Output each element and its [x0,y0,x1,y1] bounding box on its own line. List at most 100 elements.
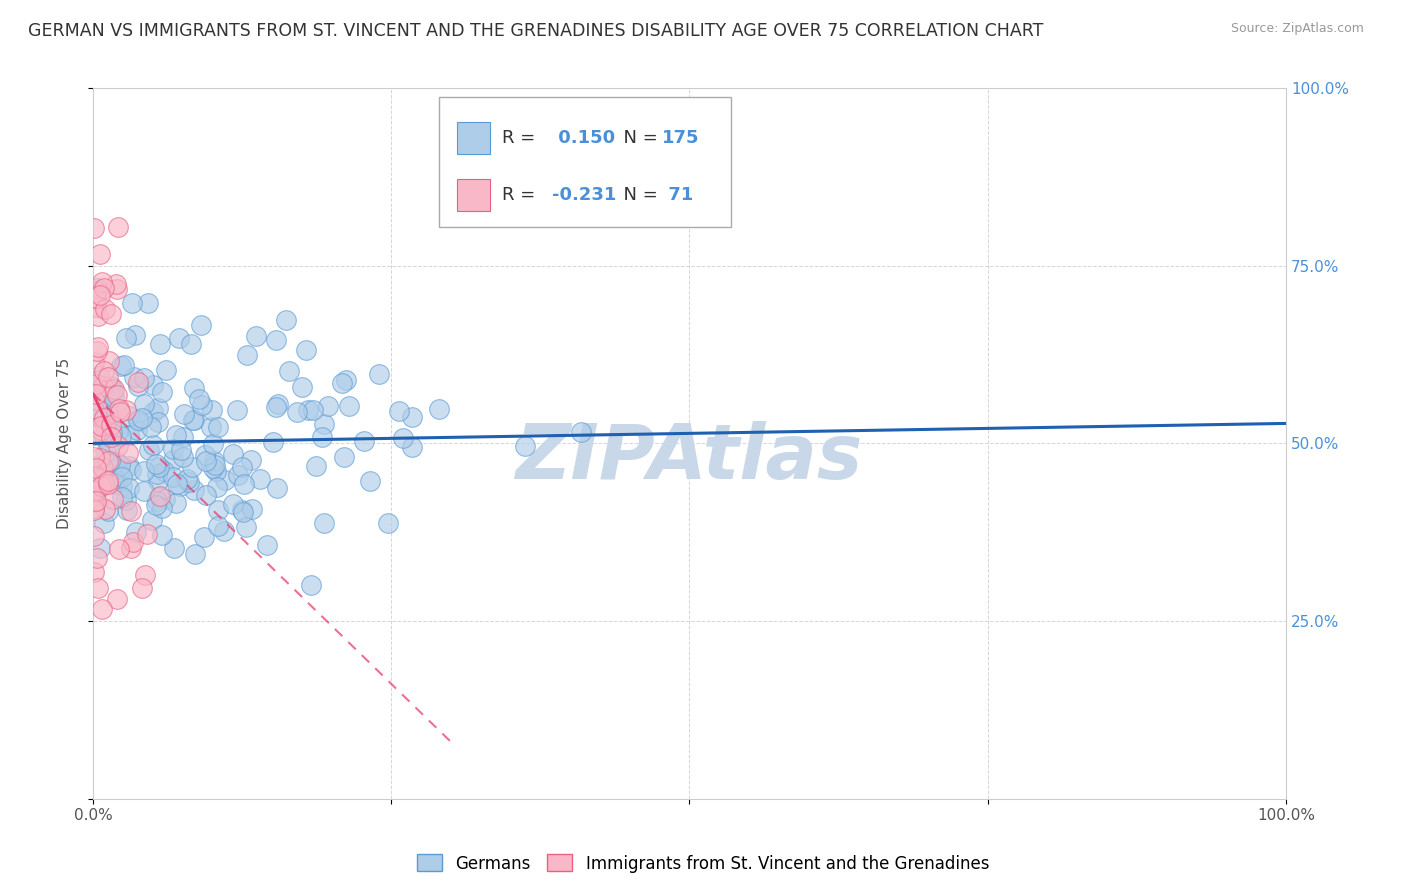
Point [107,455,129,469]
Text: R =: R = [502,186,541,203]
Point [97,454,120,468]
Point [149,336,172,351]
Point [222,447,245,461]
Point [108,541,131,556]
Point [86,343,108,358]
Point [232,505,254,519]
Point [201,461,224,475]
Point [278,364,301,378]
Point [231,503,253,517]
Point [115,492,138,507]
Legend: Germans, Immigrants from St. Vincent and the Grenadines: Germans, Immigrants from St. Vincent and… [411,847,995,880]
Point [83,529,105,543]
Point [83,378,105,392]
Point [388,403,411,417]
Point [427,401,450,416]
Point [359,474,381,488]
Point [84,485,107,500]
Point [149,489,172,503]
Point [89,247,111,261]
Point [108,458,131,472]
Point [132,370,155,384]
Point [120,541,142,555]
Point [176,472,198,486]
Point [105,592,128,607]
Point [134,568,156,582]
Point [87,581,110,595]
Point [377,516,399,530]
Y-axis label: Disability Age Over 75: Disability Age Over 75 [58,358,72,529]
Point [311,430,333,444]
Point [337,400,360,414]
Point [101,457,124,471]
Point [202,454,225,468]
Point [87,309,110,323]
Point [84,488,107,502]
Point [100,426,122,441]
Point [125,525,148,540]
Point [121,295,143,310]
Point [120,462,142,476]
Point [162,470,184,484]
Point [256,538,278,552]
Point [93,410,115,425]
Point [112,358,135,372]
Point [333,450,356,464]
Point [86,550,108,565]
Point [231,459,253,474]
Point [392,431,415,445]
Point [83,566,105,580]
Point [353,434,375,448]
Point [87,472,110,486]
Point [202,437,225,451]
Point [111,490,134,504]
Point [146,475,169,489]
Point [83,221,105,235]
Point [180,337,202,351]
Point [172,430,194,444]
Point [132,483,155,498]
Point [118,409,141,423]
Point [136,295,159,310]
Point [172,450,194,465]
Point [100,418,122,433]
Point [513,439,536,453]
Point [262,434,284,449]
Point [84,377,107,392]
Point [134,397,156,411]
Point [148,490,170,504]
Point [312,417,335,431]
Point [84,406,107,420]
Point [170,443,193,458]
Point [204,458,226,472]
Point [89,541,111,555]
Text: ZIPAtlas: ZIPAtlas [516,420,863,494]
Point [107,424,129,438]
Point [93,476,115,491]
Point [87,409,110,424]
Point [107,402,129,417]
Point [226,402,249,417]
Point [100,430,122,444]
Point [110,479,132,493]
Point [94,445,117,459]
Point [125,423,148,437]
Point [101,491,124,506]
Point [97,477,120,491]
FancyBboxPatch shape [457,179,491,211]
Point [94,419,117,434]
Point [266,481,288,495]
Point [105,477,128,491]
Point [193,530,215,544]
Point [83,392,105,407]
Point [107,220,129,235]
Point [104,458,127,472]
Point [245,329,267,343]
Point [153,464,176,478]
Point [105,282,128,296]
Point [118,427,141,442]
Point [299,578,322,592]
Point [318,399,340,413]
Point [287,405,309,419]
Point [98,436,121,450]
